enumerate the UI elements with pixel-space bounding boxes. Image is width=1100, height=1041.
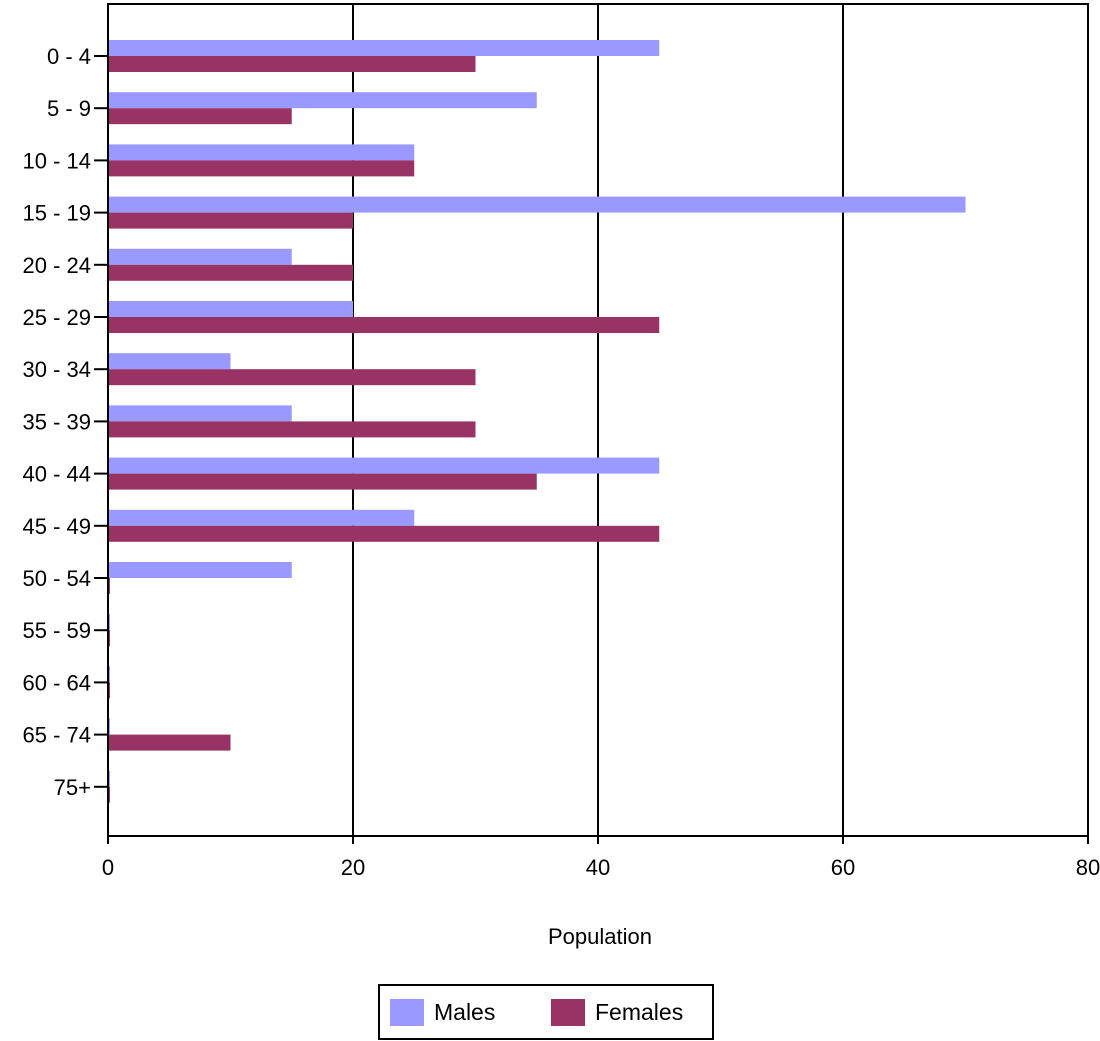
bar-males-4549 <box>108 509 415 526</box>
x-tick-label-40: 40 <box>586 855 610 880</box>
y-tick-label: 45 - 49 <box>23 514 92 539</box>
bar-males-1014 <box>108 144 415 161</box>
y-tick-label: 40 - 44 <box>23 462 92 487</box>
bar-males-1519 <box>108 196 966 213</box>
bar-females-59 <box>108 108 292 125</box>
y-tick-label: 65 - 74 <box>23 723 92 748</box>
x-axis-title: Population <box>548 924 652 949</box>
y-tick-label: 30 - 34 <box>23 357 92 382</box>
x-axis: 0 20 40 60 80 <box>102 836 1100 880</box>
y-tick-label: 15 - 19 <box>23 201 92 226</box>
y-axis: 0 - 4 5 - 9 10 - 14 15 - 19 20 - 24 25 - 29 30… <box>23 44 108 800</box>
bar-females-1014 <box>108 160 415 177</box>
bar-males-3034 <box>108 353 231 370</box>
bar-males-5054 <box>108 562 292 578</box>
bar-males-59 <box>108 92 537 109</box>
y-tick-label: 5 - 9 <box>47 96 91 121</box>
chart: 0 - 4 5 - 9 10 - 14 15 - 19 20 - 24 25 - 29 30… <box>23 3 1100 949</box>
y-tick-label: 50 - 54 <box>23 566 92 591</box>
y-tick-label: 60 - 64 <box>23 670 92 695</box>
y-tick-label: 10 - 14 <box>23 148 92 173</box>
bar-males-2024 <box>108 248 292 265</box>
bar-males-04 <box>108 40 660 56</box>
x-tick-label-60: 60 <box>831 855 855 880</box>
bar-females-3539 <box>108 421 476 438</box>
y-tick-label: 25 - 29 <box>23 305 92 330</box>
x-tick-label-20: 20 <box>341 855 365 880</box>
x-tick-label-80: 80 <box>1076 855 1100 880</box>
bar-females-04 <box>108 56 476 72</box>
legend-swatch-females <box>551 998 585 1026</box>
y-tick-label: 35 - 39 <box>23 409 92 434</box>
legend-label-females: Females <box>595 998 684 1025</box>
bar-females-4044 <box>108 473 537 490</box>
bar-females-2529 <box>108 317 660 333</box>
bar-females-4549 <box>108 525 660 542</box>
y-tick-label: 75+ <box>54 775 91 800</box>
bar-females-2024 <box>108 264 353 281</box>
legend-item-males: Males <box>390 986 495 1038</box>
legend-item-females: Females <box>551 986 683 1038</box>
bar-males-2529 <box>108 301 353 317</box>
bar-males-4044 <box>108 457 660 474</box>
bar-females-6574 <box>108 734 231 751</box>
grid-lines <box>352 4 844 836</box>
bar-males-3539 <box>108 405 292 422</box>
legend-swatch-males <box>390 998 424 1026</box>
legend-label-males: Males <box>434 998 496 1025</box>
bar-females-1519 <box>108 212 353 229</box>
y-tick-label: 0 - 4 <box>47 44 91 69</box>
bar-females-3034 <box>108 369 476 386</box>
y-tick-label: 55 - 59 <box>23 618 92 643</box>
bars <box>108 40 966 803</box>
x-tick-label-0: 0 <box>102 855 114 880</box>
legend: Males Females <box>378 984 714 1040</box>
y-tick-label: 20 - 24 <box>23 253 92 278</box>
